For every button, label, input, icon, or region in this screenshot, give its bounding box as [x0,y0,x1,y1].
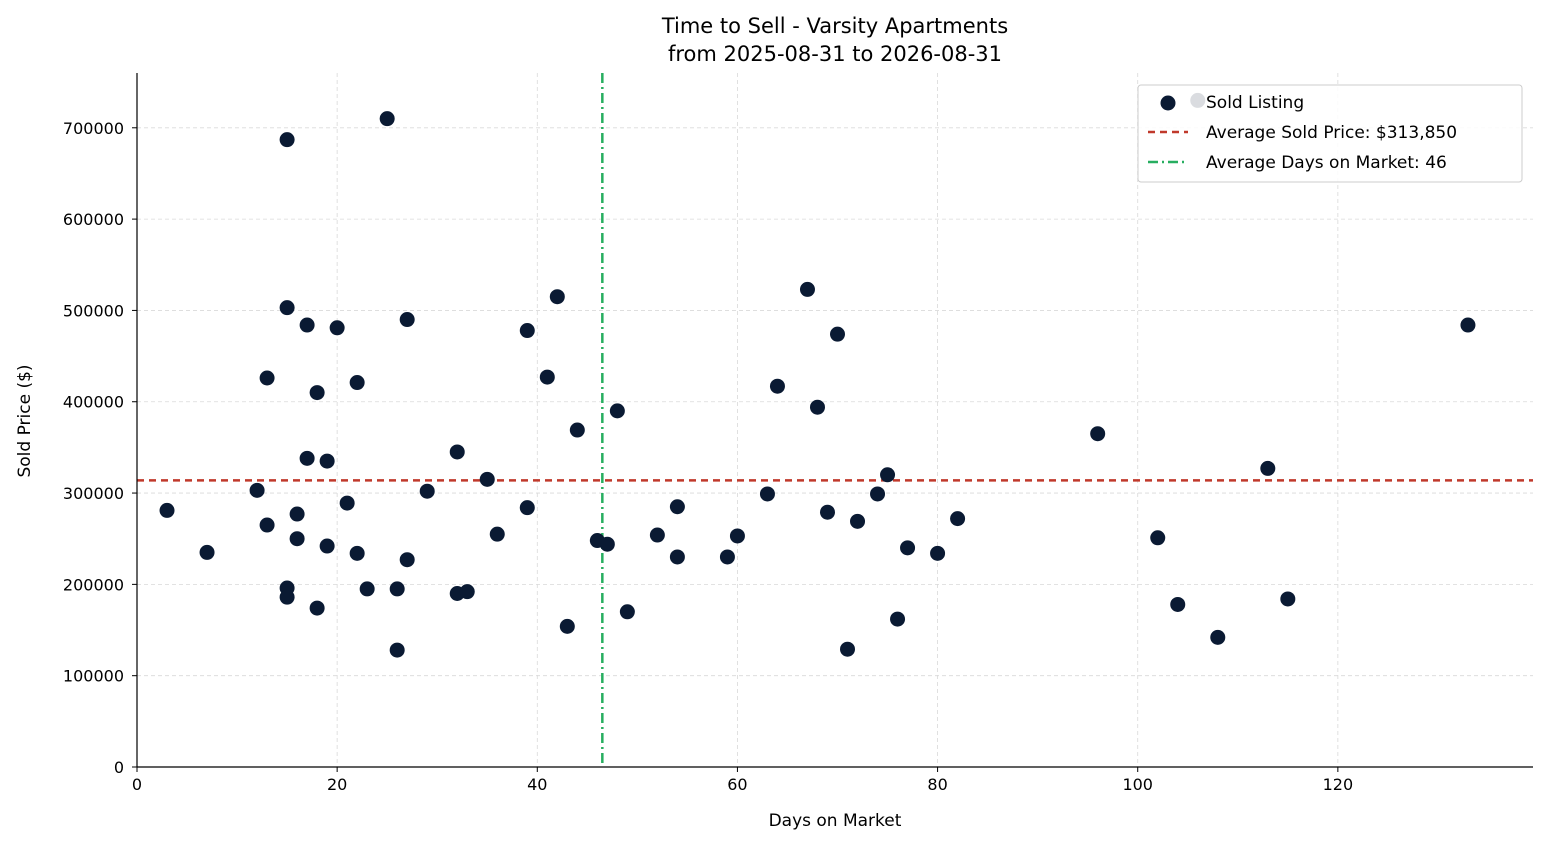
data-point [559,618,575,634]
y-tick-label: 400000 [63,393,124,412]
data-point [489,526,505,542]
data-point [840,641,856,657]
y-tick-label: 300000 [63,484,124,503]
data-point [850,513,866,529]
data-point [569,422,585,438]
data-point [279,132,295,148]
y-tick-label: 600000 [63,210,124,229]
reference-lines [137,73,1533,767]
data-point [319,453,335,469]
data-point [259,370,275,386]
data-point [399,312,415,328]
x-tick-label: 100 [1122,775,1153,794]
chart-subtitle: from 2025-08-31 to 2026-08-31 [668,42,1002,66]
data-point [649,527,665,543]
data-point [619,604,635,620]
data-point [459,584,475,600]
x-tick-label: 120 [1323,775,1354,794]
data-point [719,549,735,565]
data-point [299,317,315,333]
axes [132,73,1533,772]
data-point [279,300,295,316]
tick-labels: 0 20 40 60 80 100 120 0 100000 200000 300000 400000… [63,119,1353,794]
data-point [419,483,435,499]
data-point [309,385,325,401]
data-point [449,444,465,460]
data-point [799,281,815,297]
data-point [1090,426,1106,442]
legend-scatter-marker [1160,95,1176,111]
chart-title: Time to Sell - Varsity Apartments [661,14,1008,38]
legend-label-avg-days: Average Days on Market: 46 [1206,153,1447,173]
data-point [359,581,375,597]
data-point [199,544,215,560]
data-point [609,403,625,419]
data-point [1260,460,1276,476]
data-point [349,375,365,391]
data-point [289,531,305,547]
x-tick-label: 40 [527,775,547,794]
x-tick-label: 20 [327,775,347,794]
data-point [329,320,345,336]
data-point [389,581,405,597]
data-point [299,450,315,466]
data-point [339,495,355,511]
data-point [759,486,775,502]
data-point [389,642,405,658]
x-tick-label: 80 [927,775,947,794]
y-tick-label: 200000 [63,575,124,594]
data-point [1280,591,1296,607]
y-tick-label: 500000 [63,301,124,320]
data-point [870,486,886,502]
data-point [819,504,835,520]
data-point [830,326,846,342]
data-point [890,611,906,627]
data-point [809,399,825,415]
data-point [1460,317,1476,333]
y-axis-label: Sold Price ($) [15,364,35,477]
data-point [319,538,335,554]
y-tick-label: 0 [114,758,124,777]
legend-label-avg-price: Average Sold Price: $313,850 [1206,123,1457,143]
x-tick-label: 0 [132,775,142,794]
data-point [159,502,175,518]
data-point [599,536,615,552]
data-point [1150,530,1166,546]
data-point [379,111,395,127]
data-point [309,600,325,616]
data-point [729,528,745,544]
data-point [1210,629,1226,645]
data-point [539,369,555,385]
data-point [279,589,295,605]
data-point [399,552,415,568]
y-tick-label: 100000 [63,667,124,686]
data-point [519,323,535,339]
data-point [880,467,896,483]
data-point [669,499,685,515]
x-axis-label: Days on Market [769,811,902,831]
x-tick-label: 60 [727,775,747,794]
data-point [769,378,785,394]
data-point [249,482,265,498]
data-point [549,289,565,305]
legend-label-sold-listing: Sold Listing [1206,93,1304,113]
data-point [289,506,305,522]
legend: Sold Listing Average Sold Price: $313,85… [1137,84,1523,183]
data-point [259,517,275,533]
data-point [349,545,365,561]
data-point [930,545,946,561]
data-points [159,92,1476,658]
y-tick-label: 700000 [63,119,124,138]
data-point [669,549,685,565]
data-point [519,500,535,516]
legend-box [1137,84,1523,183]
data-point [479,471,495,487]
data-point [1170,596,1186,612]
data-point [900,540,916,556]
data-point [950,511,966,527]
